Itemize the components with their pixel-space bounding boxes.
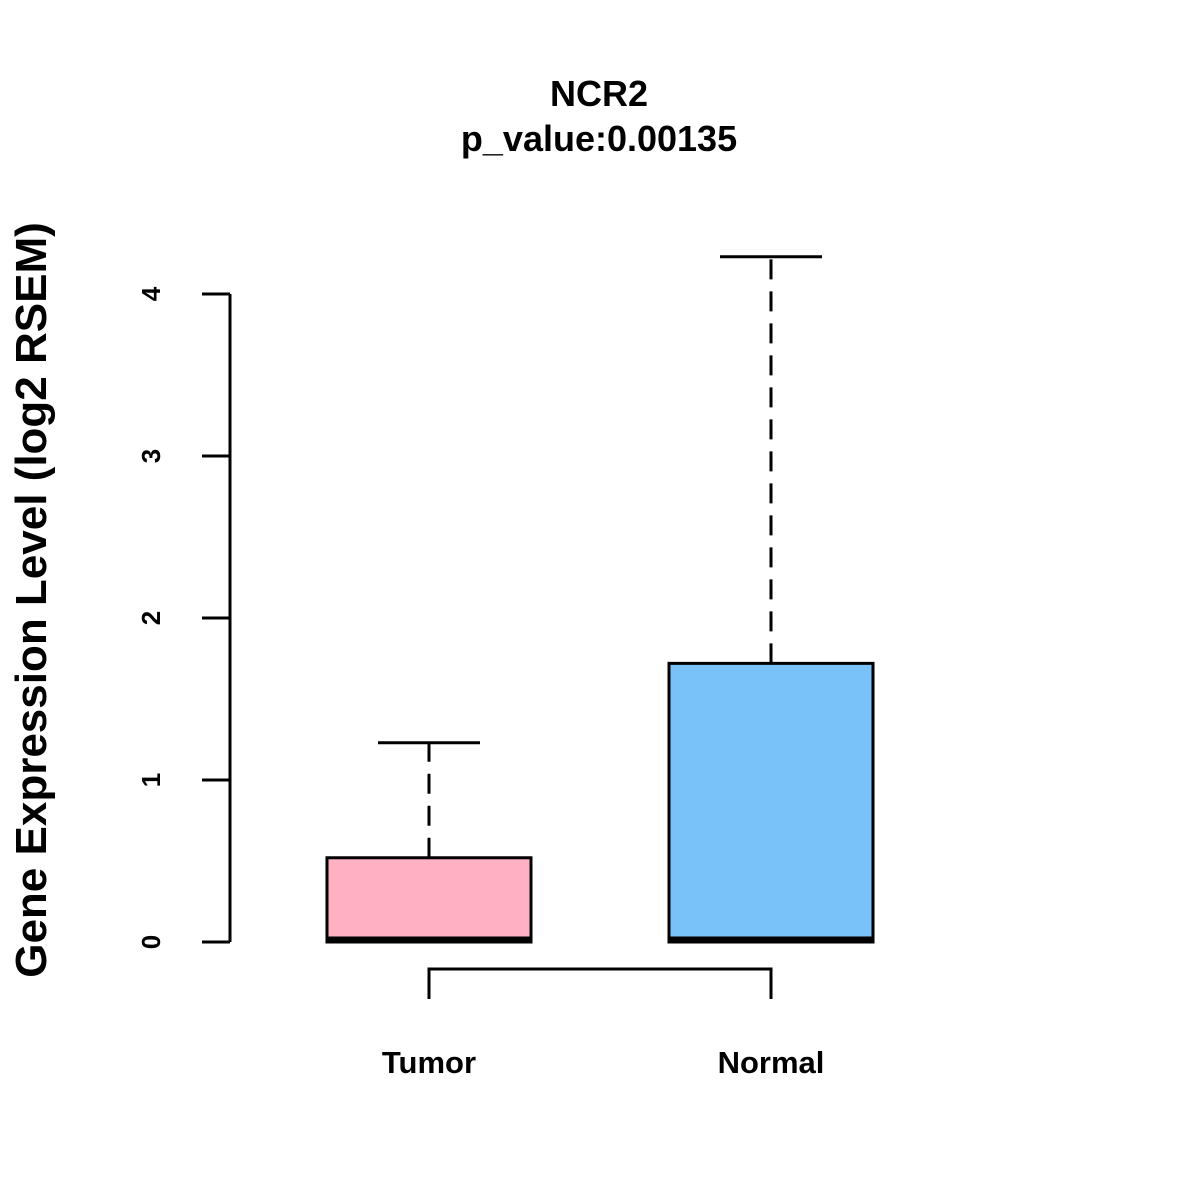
bracket-line <box>427 967 773 999</box>
y-axis-label: Gene Expression Level (log2 RSEM) <box>7 222 56 978</box>
box-body-tumor <box>325 856 533 944</box>
chart-subtitle: p_value:0.00135 <box>461 118 737 159</box>
box-tumor <box>325 741 533 944</box>
boxes <box>325 255 875 944</box>
chart-title: NCR2 <box>550 73 648 114</box>
y-axis: 0 1 2 3 4 <box>136 286 232 949</box>
y-tick-label-1: 1 <box>136 773 166 787</box>
category-label-tumor: Tumor <box>382 1045 476 1080</box>
category-labels: Tumor Normal <box>382 1045 824 1080</box>
comparison-bracket <box>427 967 773 999</box>
y-tick-label-2: 2 <box>136 611 166 625</box>
category-label-normal: Normal <box>718 1045 825 1080</box>
box-body-normal <box>667 661 875 944</box>
box-normal <box>667 255 875 944</box>
y-tick-label-4: 4 <box>136 286 166 301</box>
y-tick-label-0: 0 <box>136 935 166 949</box>
y-tick-label-3: 3 <box>136 449 166 463</box>
